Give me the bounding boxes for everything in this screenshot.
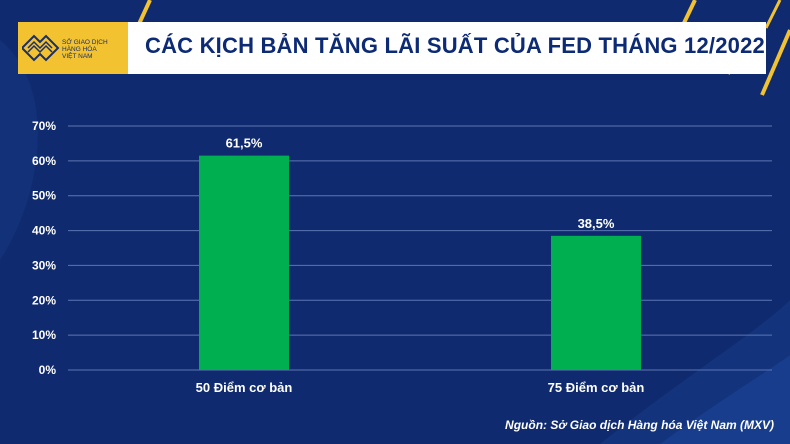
chart-data-labels: 61,5% 38,5% [226, 136, 615, 231]
logo: SỞ GIAO DỊCH HÀNG HÓA VIỆT NAM [18, 22, 128, 74]
chart-bars [199, 155, 641, 370]
y-axis-ticks: 0% 10% 20% 30% 40% 50% 60% 70% [32, 119, 56, 377]
logo-mark-icon [22, 34, 60, 62]
bar [551, 235, 641, 370]
y-tick-label: 10% [32, 328, 56, 342]
x-tick-label: 75 Điểm cơ bản [548, 380, 645, 395]
logo-text-line-1: SỞ GIAO DỊCH [62, 39, 108, 46]
logo-text-line-2: HÀNG HÓA [62, 46, 97, 53]
y-tick-label: 20% [32, 293, 56, 307]
y-tick-label: 30% [32, 258, 56, 272]
logo-text-line-3: VIỆT NAM [62, 53, 93, 60]
chart-title: CÁC KỊCH BẢN TĂNG LÃI SUẤT CỦA FED THÁNG… [145, 33, 765, 58]
data-label: 61,5% [226, 136, 263, 151]
chart-gridlines [68, 125, 772, 371]
data-label: 38,5% [578, 216, 615, 231]
bar [199, 155, 289, 370]
y-tick-label: 70% [32, 119, 56, 133]
y-tick-label: 50% [32, 189, 56, 203]
source-note: Nguồn: Sở Giao dịch Hàng hóa Việt Nam (M… [505, 418, 774, 432]
y-tick-label: 40% [32, 224, 56, 238]
y-tick-label: 60% [32, 154, 56, 168]
x-tick-label: 50 Điểm cơ bản [196, 380, 293, 395]
header-banner [18, 22, 766, 74]
x-axis-ticks: 50 Điểm cơ bản 75 Điểm cơ bản [196, 380, 645, 395]
y-tick-label: 0% [39, 363, 57, 377]
